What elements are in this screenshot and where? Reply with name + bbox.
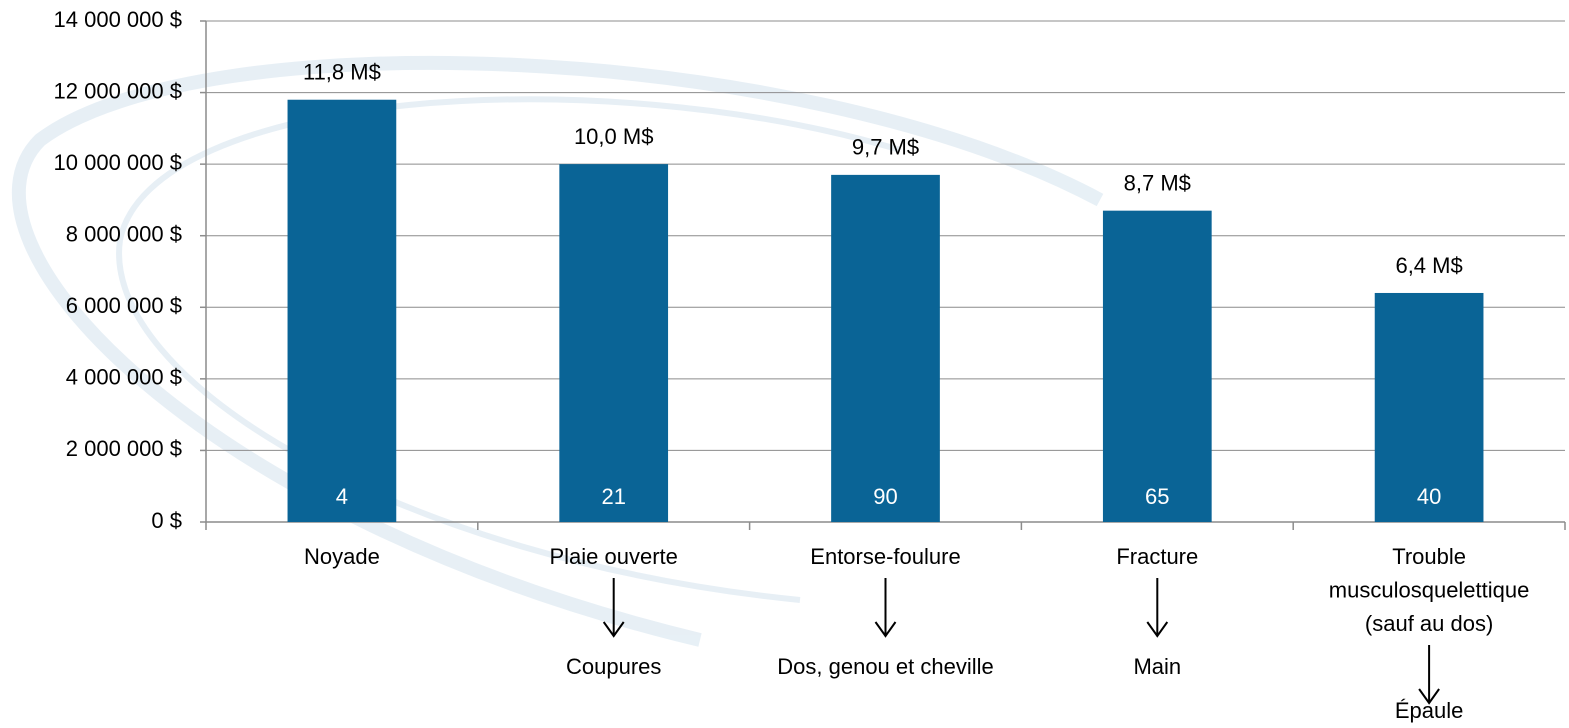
x-tick-label: Noyade — [304, 544, 380, 569]
arrow-head — [874, 621, 897, 638]
sub-label: Coupures — [566, 654, 661, 679]
bar — [831, 174, 940, 522]
count-label: 65 — [1145, 484, 1169, 509]
y-tick-label: 14 000 000 $ — [54, 7, 182, 32]
x-tick-label: Plaie ouverte — [549, 544, 677, 569]
y-tick-label: 4 000 000 $ — [66, 365, 182, 390]
count-label: 40 — [1417, 484, 1441, 509]
arrow-head — [1418, 688, 1440, 705]
bar — [559, 164, 669, 522]
bar — [287, 99, 397, 522]
x-tick-label: Entorse-foulure — [810, 544, 960, 569]
count-label: 21 — [601, 484, 625, 509]
value-label: 8,7 M$ — [1124, 170, 1191, 195]
value-label: 6,4 M$ — [1395, 253, 1462, 278]
value-label: 11,8 M$ — [303, 60, 381, 85]
y-tick-label: 12 000 000 $ — [54, 78, 182, 103]
y-tick-label: 8 000 000 $ — [66, 222, 182, 247]
bar — [1102, 210, 1212, 522]
value-label: 9,7 M$ — [852, 135, 919, 160]
value-label: 10,0 M$ — [574, 124, 654, 149]
y-tick-label: 0 $ — [151, 508, 182, 533]
count-label: 4 — [336, 484, 348, 509]
arrow-head — [1146, 621, 1169, 638]
count-label: 90 — [873, 484, 897, 509]
x-tick-label: Fracture — [1116, 544, 1198, 569]
y-tick-label: 6 000 000 $ — [66, 293, 182, 318]
y-tick-label: 2 000 000 $ — [66, 436, 182, 461]
sub-label: Dos, genou et cheville — [777, 654, 993, 679]
sub-label: Épaule — [1395, 698, 1464, 723]
y-tick-label: 10 000 000 $ — [54, 150, 182, 175]
bar — [1374, 292, 1484, 522]
x-tick-label: Trouble musculosquelettique (sauf au dos) — [1329, 544, 1530, 636]
arrow-head — [602, 621, 625, 638]
sub-label: Main — [1133, 654, 1181, 679]
